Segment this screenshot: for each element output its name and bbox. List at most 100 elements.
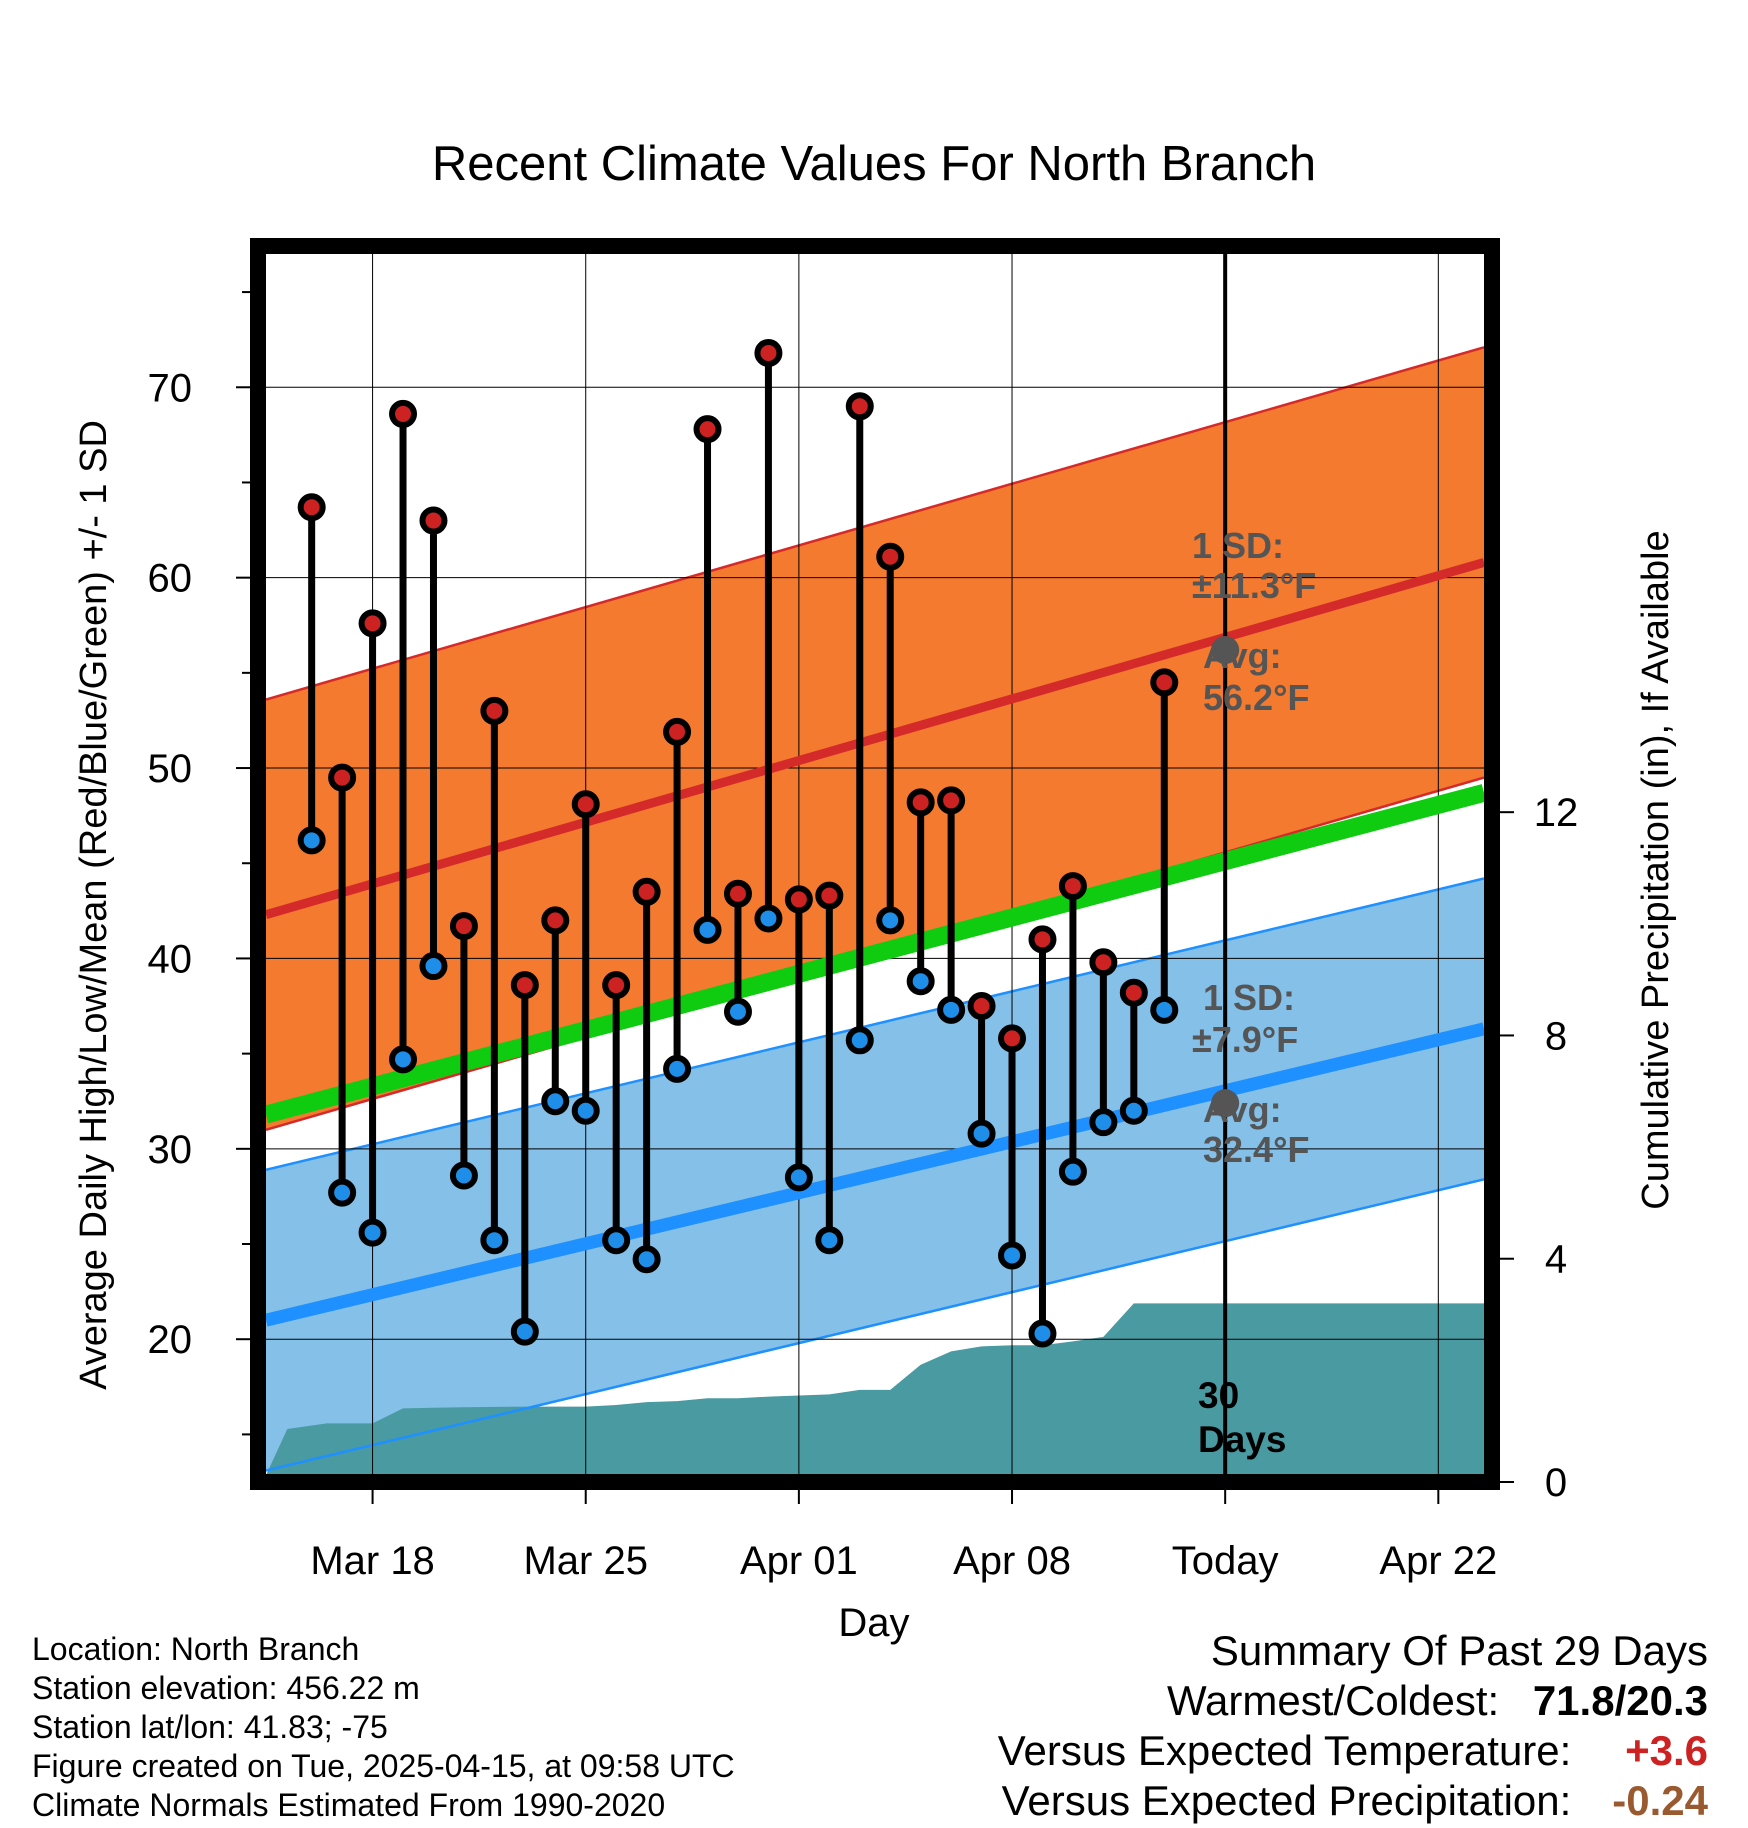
daily-high-point bbox=[815, 881, 844, 910]
daily-low-point bbox=[876, 906, 905, 935]
x-tick-label: Apr 01 bbox=[740, 1539, 858, 1583]
daily-low-point bbox=[937, 995, 966, 1024]
daily-high-point bbox=[784, 885, 813, 914]
daily-low-point bbox=[389, 1045, 418, 1074]
y-right-tick-label: 4 bbox=[1545, 1238, 1567, 1282]
daily-low-point bbox=[1150, 995, 1179, 1024]
daily-high-point bbox=[358, 609, 387, 638]
x-tick-label: Today bbox=[1172, 1539, 1279, 1583]
warm-cold-label: Warmest/Coldest: bbox=[1166, 1677, 1500, 1724]
summary-warm-cold: Warmest/Coldest: 71.8/20.3 bbox=[808, 1676, 1708, 1726]
daily-high-point bbox=[449, 912, 478, 941]
high-avg-label: Avg: bbox=[1203, 635, 1282, 676]
y-tick-label: 70 bbox=[148, 366, 193, 410]
daily-low-point bbox=[1089, 1108, 1118, 1137]
chart-title: Recent Climate Values For North Branch bbox=[432, 137, 1316, 191]
daily-low-point bbox=[297, 826, 326, 855]
daily-low-point bbox=[906, 967, 935, 996]
daily-low-point bbox=[845, 1026, 874, 1055]
today-high-avg-marker bbox=[1211, 636, 1240, 665]
daily-low-point bbox=[541, 1087, 570, 1116]
daily-high-point bbox=[602, 971, 631, 1000]
y-axis-label-left: Average Daily High/Low/Mean (Red/Blue/Gr… bbox=[73, 420, 115, 1390]
summary-precip: Versus Expected Precipitation: -0.24 bbox=[808, 1776, 1708, 1826]
y-tick-label: 60 bbox=[148, 557, 193, 601]
y-right-tick-label: 8 bbox=[1545, 1014, 1567, 1058]
days-word-label: Days bbox=[1198, 1419, 1286, 1460]
daily-high-point bbox=[480, 696, 509, 725]
mean-normal-line bbox=[266, 784, 1484, 1124]
daily-low-point bbox=[998, 1241, 1027, 1270]
low-normal-line bbox=[266, 1022, 1484, 1327]
daily-high-point bbox=[1089, 948, 1118, 977]
daily-high-point bbox=[937, 786, 966, 815]
normals-text: Climate Normals Estimated From 1990-2020 bbox=[32, 1787, 666, 1823]
location-text: Location: North Branch bbox=[32, 1631, 360, 1667]
station-info: Location: North Branch Station elevation… bbox=[32, 1630, 735, 1825]
summary-title: Summary Of Past 29 Days bbox=[1210, 1627, 1708, 1674]
daily-low-point bbox=[663, 1054, 692, 1083]
daily-high-point bbox=[1119, 978, 1148, 1007]
plot-frame bbox=[250, 238, 1500, 1490]
daily-low-point bbox=[328, 1178, 357, 1207]
daily-high-point bbox=[632, 877, 661, 906]
precip-area bbox=[266, 1303, 1484, 1482]
summary-temp: Versus Expected Temperature: +3.6 bbox=[808, 1726, 1708, 1776]
daily-high-point bbox=[967, 992, 996, 1021]
daily-high-point bbox=[693, 415, 722, 444]
x-tick-label: Mar 18 bbox=[310, 1539, 435, 1583]
y-tick-label: 50 bbox=[148, 747, 193, 791]
daily-high-point bbox=[998, 1024, 1027, 1053]
temp-label: Versus Expected Temperature: bbox=[997, 1727, 1572, 1774]
daily-low-point bbox=[815, 1226, 844, 1255]
daily-high-point bbox=[571, 790, 600, 819]
precip-value: -0.24 bbox=[1612, 1777, 1708, 1824]
daily-low-point bbox=[571, 1096, 600, 1125]
daily-high-point bbox=[541, 906, 570, 935]
low-sd-value: ±7.9°F bbox=[1192, 1019, 1298, 1060]
daily-high-point bbox=[876, 542, 905, 571]
y-tick-label: 30 bbox=[148, 1128, 193, 1172]
daily-low-point bbox=[449, 1161, 478, 1190]
daily-high-point bbox=[845, 392, 874, 421]
created-text: Figure created on Tue, 2025-04-15, at 09… bbox=[32, 1748, 735, 1784]
precip-label: Versus Expected Precipitation: bbox=[1001, 1777, 1572, 1824]
low-band-upper-edge bbox=[266, 877, 1484, 1171]
daily-high-point bbox=[419, 506, 448, 535]
daily-low-point bbox=[1058, 1157, 1087, 1186]
daily-low-point bbox=[754, 904, 783, 933]
low-avg-label: Avg: bbox=[1203, 1089, 1282, 1130]
daily-low-point bbox=[419, 952, 448, 981]
daily-low-point bbox=[723, 997, 752, 1026]
latlon-text: Station lat/lon: 41.83; -75 bbox=[32, 1709, 388, 1745]
daily-low-point bbox=[358, 1218, 387, 1247]
daily-high-point bbox=[328, 763, 357, 792]
daily-high-point bbox=[510, 971, 539, 1000]
daily-low-point bbox=[632, 1245, 661, 1274]
low-band-lower-edge bbox=[266, 1178, 1484, 1472]
y-axis-label-right: Cumulative Precipitation (in), If Availa… bbox=[1635, 530, 1677, 1209]
elevation-text: Station elevation: 456.22 m bbox=[32, 1670, 420, 1706]
high-sd-label: 1 SD: bbox=[1192, 525, 1284, 566]
daily-high-point bbox=[1150, 668, 1179, 697]
low-sd-label: 1 SD: bbox=[1203, 977, 1295, 1018]
daily-low-point bbox=[784, 1163, 813, 1192]
warm-cold-value: 71.8/20.3 bbox=[1532, 1677, 1708, 1724]
daily-high-point bbox=[723, 879, 752, 908]
y-right-tick-label: 0 bbox=[1545, 1461, 1567, 1505]
daily-low-point bbox=[1119, 1096, 1148, 1125]
x-tick-label: Mar 25 bbox=[523, 1539, 648, 1583]
days-count-label: 30 bbox=[1198, 1375, 1239, 1416]
daily-low-point bbox=[510, 1317, 539, 1346]
daily-high-point bbox=[1058, 872, 1087, 901]
y-right-tick-label: 12 bbox=[1534, 791, 1579, 835]
summary-panel: Summary Of Past 29 Days Warmest/Coldest:… bbox=[808, 1626, 1708, 1826]
daily-high-point bbox=[297, 493, 326, 522]
high-normal-line bbox=[266, 558, 1484, 919]
daily-high-point bbox=[663, 717, 692, 746]
high-avg-value: 56.2°F bbox=[1203, 677, 1309, 718]
daily-high-point bbox=[906, 788, 935, 817]
y-tick-label: 20 bbox=[148, 1318, 193, 1362]
daily-low-point bbox=[602, 1226, 631, 1255]
